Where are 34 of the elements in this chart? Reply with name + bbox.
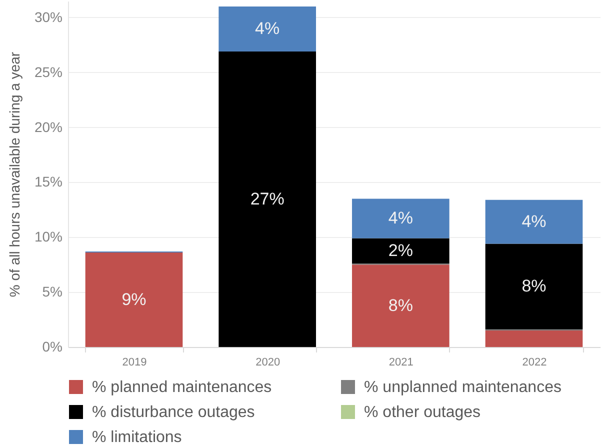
y-tick-label: 10% [34,228,62,245]
bar [485,330,583,347]
bar [218,6,316,52]
data-label: 8% [388,296,413,315]
y-tick-label: 0% [42,338,62,354]
y-tick-label: 20% [34,118,62,135]
data-label: 27% [250,189,284,208]
x-tick-label: 2022 [522,356,547,368]
bar [485,244,583,330]
legend-label: % other outages [364,404,481,421]
y-tick-label: 5% [42,284,62,300]
bar [352,238,450,264]
bar [352,198,450,238]
data-label: 8% [522,276,546,296]
y-tick-label: 15% [34,174,62,190]
legend-label: % unplanned maintenances [364,379,562,396]
bar [218,52,316,347]
data-label: 9% [122,290,146,309]
x-tick-label: 2019 [122,356,147,368]
data-label: 4% [388,208,413,228]
x-tick-label: 2021 [388,356,414,368]
bar [85,252,183,347]
data-label: 4% [522,212,546,231]
legend-label: % disturbance outages [92,404,255,421]
x-tick-label: 2020 [256,356,280,368]
data-label: 4% [255,19,280,38]
y-axis-title: % of all hours unavailable during a year [6,52,22,298]
bar [352,264,450,347]
y-tick-label: 30% [34,8,62,25]
legend-label: % planned maintenances [92,379,272,396]
data-label: 2% [388,240,413,260]
y-tick-label: 25% [34,64,62,80]
legend-label: % limitations [92,429,182,446]
bar [485,200,583,244]
